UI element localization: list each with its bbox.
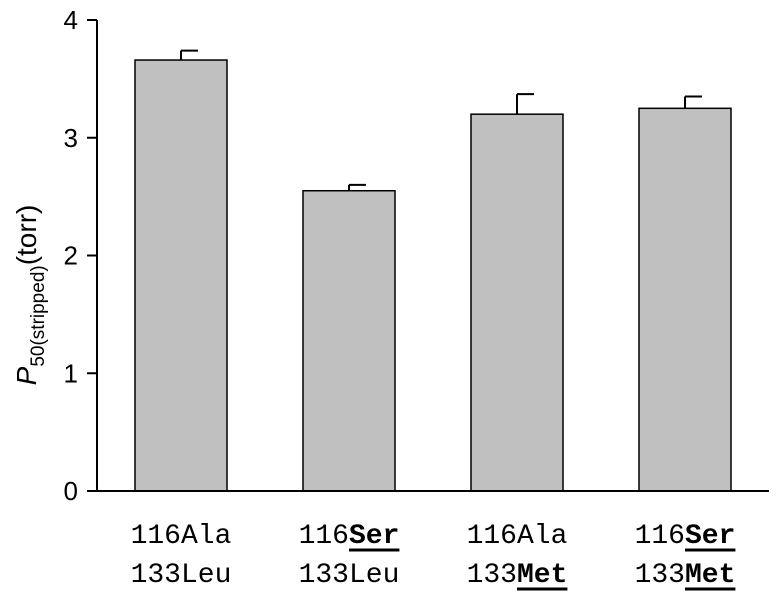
y-tick-label-1: 1 — [64, 358, 78, 388]
category-4-line-2: 133Met — [635, 560, 736, 591]
category-4-line-1: 116Ser — [635, 521, 736, 552]
error-bar-3 — [516, 93, 534, 115]
category-2-line-1: 116Ser — [299, 521, 400, 552]
error-bars-layer — [180, 49, 702, 191]
category-3-line-1: 116Ala — [467, 521, 568, 552]
error-bar-1 — [180, 49, 198, 61]
y-axis-label: P50(stripped)(torr) — [11, 205, 49, 386]
y-axis-label-suffix: (torr) — [11, 205, 42, 266]
y-tick-label-3: 3 — [64, 123, 78, 153]
y-tick-label-4: 4 — [64, 5, 78, 35]
error-bar-4 — [684, 95, 702, 109]
y-axis-label-subscript: 50(stripped) — [28, 265, 49, 366]
category-1-line-1: 116Ala — [131, 521, 232, 552]
x-category-labels: 116Ala 133Leu 116Ser 133Leu 116Ala 133Met 116S… — [131, 521, 736, 591]
bar-2 — [302, 189, 396, 492]
y-tick-label-0: 0 — [64, 476, 78, 506]
bar-3 — [470, 113, 564, 492]
bars-layer — [134, 59, 732, 492]
category-2-line-2: 133Leu — [299, 560, 400, 591]
category-3-line-2: 133Met — [467, 560, 568, 591]
y-tick-label-2: 2 — [64, 241, 78, 271]
bar-4 — [638, 107, 732, 492]
y-axis-label-symbol: P — [11, 366, 42, 385]
bar-1 — [134, 59, 228, 492]
y-ticks-layer: 0 1 2 3 4 — [64, 5, 97, 506]
svg-text:P50(stripped)(torr): P50(stripped)(torr) — [11, 205, 49, 386]
category-1-line-2: 133Leu — [131, 560, 232, 591]
error-bar-2 — [348, 183, 366, 191]
